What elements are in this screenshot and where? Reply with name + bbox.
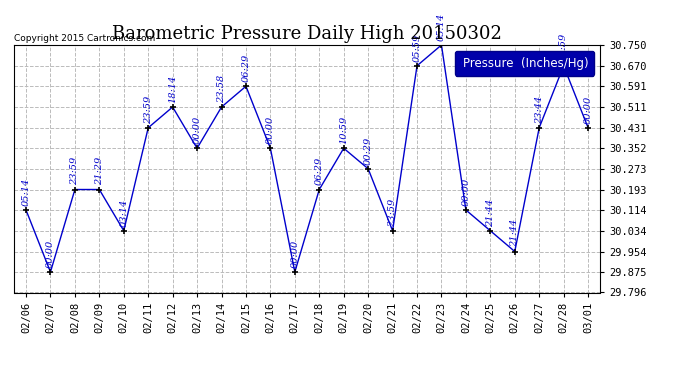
Text: 00:00: 00:00 <box>193 116 201 144</box>
Text: 21:59: 21:59 <box>559 33 568 62</box>
Text: 05:59: 05:59 <box>413 33 422 62</box>
Text: 00:00: 00:00 <box>462 178 471 206</box>
Text: 18:14: 18:14 <box>168 75 177 103</box>
Text: 21:29: 21:29 <box>95 157 103 185</box>
Text: 05:14: 05:14 <box>437 13 446 41</box>
Text: 10:59: 10:59 <box>339 116 348 144</box>
Text: 03:14: 03:14 <box>119 198 128 226</box>
Text: 23:59: 23:59 <box>388 198 397 226</box>
Legend: Pressure  (Inches/Hg): Pressure (Inches/Hg) <box>455 51 594 76</box>
Text: 00:00: 00:00 <box>266 116 275 144</box>
Text: 23:59: 23:59 <box>144 95 152 124</box>
Text: 21:44: 21:44 <box>511 219 520 248</box>
Text: 23:59: 23:59 <box>70 157 79 185</box>
Text: 23:58: 23:58 <box>217 75 226 103</box>
Text: Copyright 2015 Cartronics.com: Copyright 2015 Cartronics.com <box>14 33 155 42</box>
Text: 00:00: 00:00 <box>584 95 593 124</box>
Text: 00:29: 00:29 <box>364 136 373 165</box>
Text: 05:14: 05:14 <box>21 178 30 206</box>
Text: 23:44: 23:44 <box>535 95 544 124</box>
Text: 21:44: 21:44 <box>486 198 495 226</box>
Text: 06:29: 06:29 <box>315 157 324 185</box>
Text: 00:00: 00:00 <box>46 240 55 268</box>
Text: 06:29: 06:29 <box>241 54 250 82</box>
Title: Barometric Pressure Daily High 20150302: Barometric Pressure Daily High 20150302 <box>112 26 502 44</box>
Text: 00:00: 00:00 <box>290 240 299 268</box>
